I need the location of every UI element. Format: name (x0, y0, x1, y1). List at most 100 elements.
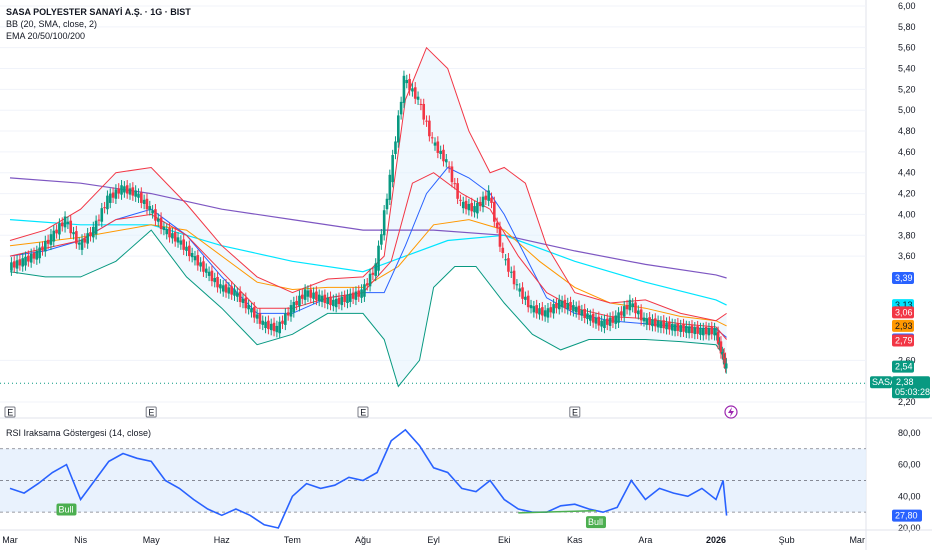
bb-legend[interactable]: BB (20, SMA, close, 2) (6, 19, 98, 29)
candle-body (27, 255, 30, 262)
candle-body (261, 320, 265, 325)
candle-body (676, 323, 680, 331)
candle-body (693, 327, 697, 335)
candle-body (653, 318, 657, 327)
candle-body (501, 247, 505, 253)
candle-body (707, 328, 711, 336)
candle-body (374, 263, 378, 276)
y-tick-label-9: 4,20 (898, 189, 916, 199)
candle-body (12, 261, 16, 268)
candle-body (662, 320, 666, 329)
candle-body (38, 247, 41, 259)
candle-body (436, 141, 440, 153)
candle-body (292, 301, 296, 313)
candle-body (35, 250, 39, 260)
candle-body (354, 291, 358, 300)
price-tag-0: 3,39 (895, 273, 913, 283)
candle-body (171, 233, 174, 239)
x-tick-label-5: Ağu (355, 535, 371, 545)
candle-body (408, 78, 411, 91)
candle-body (493, 201, 496, 222)
candle-body (340, 296, 344, 306)
candle-body (86, 233, 89, 244)
rsi-legend[interactable]: RSI Iraksama Göstergesi (14, close) (6, 428, 152, 438)
candle-body (614, 315, 618, 324)
candle-body (227, 287, 231, 294)
candle-body (83, 238, 87, 243)
candle-body (430, 137, 434, 139)
candle-body (255, 314, 259, 319)
candle-body (185, 246, 188, 251)
symbol-tag-bg (870, 376, 892, 389)
price-tag-2: 3,06 (895, 307, 913, 317)
candle-body (108, 193, 112, 203)
earnings-marker-1 (145, 406, 157, 418)
rsi-y-tick-0: 80,00 (898, 428, 921, 438)
candle-body (577, 305, 581, 315)
candle-body (142, 199, 146, 204)
candle-body (125, 185, 129, 194)
candle-body (134, 190, 137, 197)
candle-body (670, 323, 674, 331)
candle-body (244, 297, 248, 309)
candle-body (718, 342, 721, 345)
candle-body (284, 313, 287, 325)
candle-body (306, 290, 310, 297)
candle-body (315, 291, 318, 300)
candle-body (156, 218, 160, 222)
candle-body (210, 270, 214, 282)
candle-body (639, 309, 643, 321)
candle-body (29, 253, 33, 263)
candle-body (137, 193, 140, 198)
symbol-title[interactable]: SASA POLYESTER SANAYİ A.Ş. · 1G · BIST (6, 7, 191, 17)
candle-body (535, 305, 538, 314)
candle-body (388, 174, 392, 200)
y-tick-label-8: 4,40 (898, 168, 916, 178)
candle-body (365, 283, 369, 286)
candle-body (583, 309, 586, 319)
candle-body (63, 216, 67, 228)
candle-body (716, 331, 720, 344)
candle-body (230, 286, 233, 295)
candle-body (453, 183, 457, 185)
candle-body (15, 260, 19, 269)
x-tick-label-10: 2026 (706, 535, 726, 545)
lightning-bolt-icon (728, 407, 734, 417)
candle-body (216, 276, 219, 288)
candle-body (397, 115, 400, 143)
candle-body (278, 321, 281, 334)
candle-body (509, 271, 513, 273)
candle-body (176, 237, 180, 243)
x-tick-label-0: Mar (2, 535, 18, 545)
candle-body (425, 120, 428, 122)
candle-body (699, 328, 702, 335)
price-tag-bg-3 (892, 319, 914, 332)
y-tick-label-14: 2,20 (898, 397, 916, 407)
candle-body (224, 284, 228, 293)
candle-body (467, 204, 471, 211)
candle-body (252, 307, 256, 318)
candle-body (428, 120, 431, 137)
candle-body (490, 197, 493, 203)
candle-body (351, 292, 355, 299)
x-tick-label-12: Mar (849, 535, 865, 545)
candle-body (10, 262, 13, 271)
candle-body (323, 294, 327, 303)
candle-body (405, 79, 409, 84)
candle-body (286, 312, 290, 316)
candle-body (447, 166, 451, 168)
candle-body (77, 242, 81, 245)
y-tick-label-7: 4,60 (898, 147, 916, 157)
candle-body (162, 226, 166, 231)
bull-signal-bg-1 (585, 516, 606, 529)
ema-legend[interactable]: EMA 20/50/100/200 (6, 31, 86, 41)
candle-body (236, 292, 239, 297)
candle-body (696, 326, 699, 334)
earnings-label-0: E (7, 408, 13, 418)
candle-body (656, 320, 660, 328)
y-tick-label-3: 5,40 (898, 64, 916, 74)
candle-body (690, 325, 694, 334)
candle-body (140, 192, 143, 203)
candle-body (241, 298, 245, 303)
